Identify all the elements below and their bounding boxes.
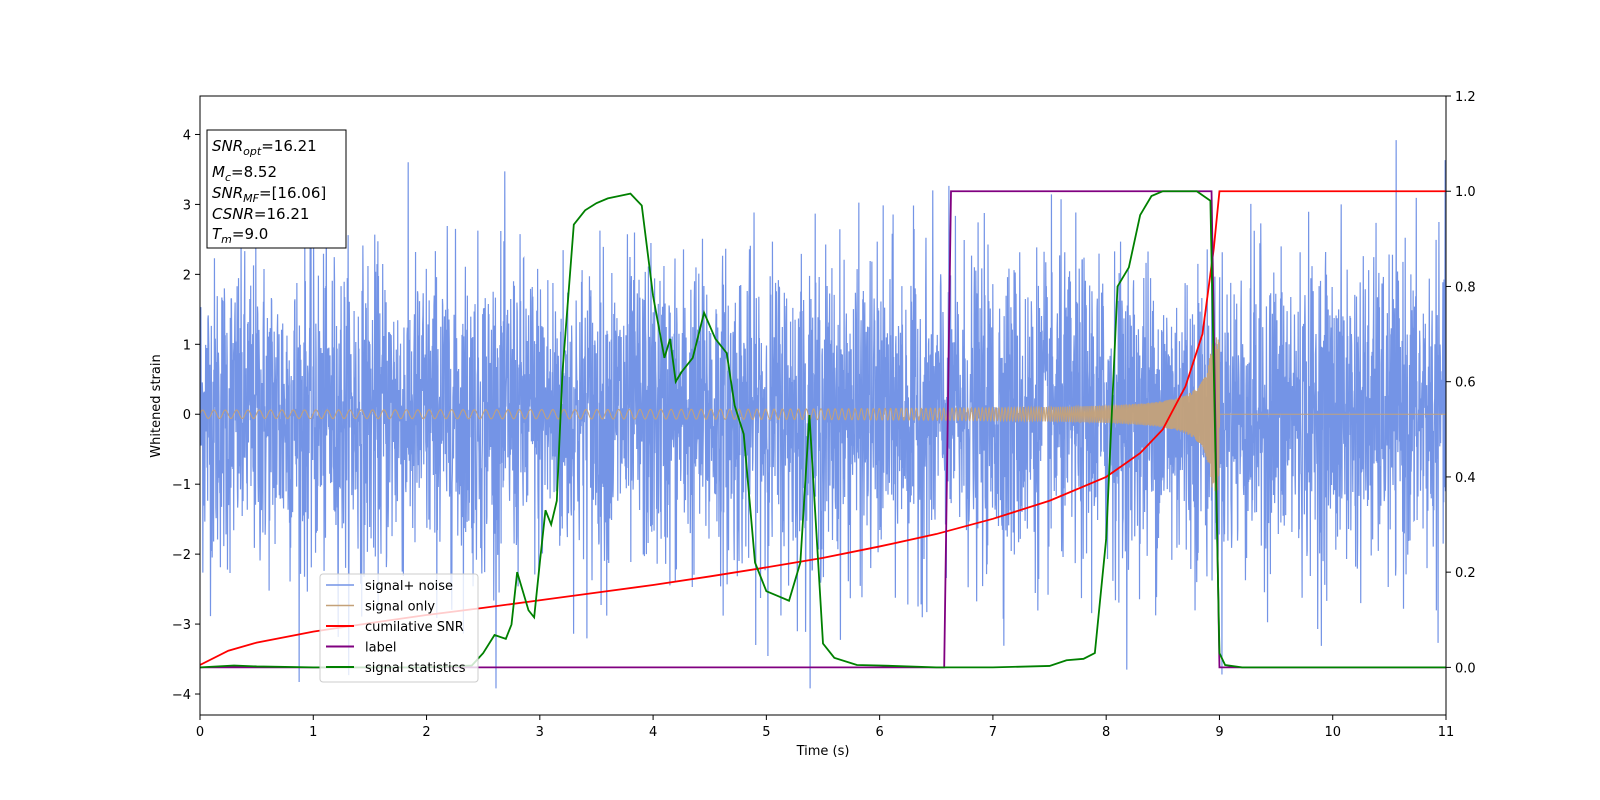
series-signal-noise [200,140,1446,689]
legend-signal-statistics-label: signal statistics [365,661,466,676]
y-tick-label-left: 2 [183,268,191,283]
plot-frame [199,95,1447,716]
info-snr-opt: SNRopt=16.21 [212,137,317,158]
series-signal-only [200,337,1446,492]
y-tick-label-left: 0 [183,408,191,423]
legend-signal-noise-label: signal+ noise [365,579,453,594]
axes: 0 1 2 3 4 5 6 7 8 9 10 11 −4 −3 −2 −1 0 1 2 3 4 0.0 0.2 0.4 0.6 0… [172,90,1476,740]
y-tick-label-left: −4 [172,688,191,703]
info-mc: Mc=8.52 [212,163,277,184]
legend-cumilative-snr-label: cumilative SNR [365,620,464,635]
y-tick-label-right: 0.2 [1455,566,1476,581]
x-tick-label: 6 [875,725,883,740]
legend-signal-only-label: signal only [365,600,435,615]
y-axis-label: Whitened strain [149,354,164,457]
y-tick-label-right: 0.4 [1455,471,1476,486]
y-tick-label-left: −3 [172,618,191,633]
info-box: SNRopt=16.21 Mc=8.52 SNRMF=[16.06] CSNR=… [206,129,347,249]
legend: signal+ noise signal only cumilative SNR la… [319,573,479,683]
x-tick-label: 3 [536,725,544,740]
x-tick-label: 11 [1438,725,1455,740]
y-tick-label-right: 1.2 [1455,90,1476,105]
y-tick-label-left: 1 [183,338,191,353]
info-tm: Tm=9.0 [212,225,268,246]
info-snr-mf: SNRMF=[16.06] [212,184,326,205]
legend-label-label: label [365,641,396,656]
x-tick-label: 2 [422,725,430,740]
x-tick-label: 0 [196,725,204,740]
y-tick-label-left: 3 [183,198,191,213]
y-tick-label-right: 0.6 [1455,376,1476,391]
x-tick-label: 8 [1102,725,1110,740]
info-csnr: CSNR=16.21 [212,205,309,223]
x-tick-label: 9 [1215,725,1223,740]
x-axis-label: Time (s) [796,744,850,759]
series-signal-statistics [200,190,1446,669]
x-tick-label: 10 [1324,725,1341,740]
x-tick-label: 7 [989,725,997,740]
x-tick-label: 5 [762,725,770,740]
y-tick-label-right: 0.0 [1455,661,1476,676]
info-box-frame [206,129,347,249]
y-tick-label-left: 4 [183,128,191,143]
y-tick-label-left: −1 [172,478,191,493]
y-tick-label-right: 0.8 [1455,280,1476,295]
y-tick-label-right: 1.0 [1455,185,1476,200]
x-tick-label: 1 [309,725,317,740]
y-tick-label-left: −2 [172,548,191,563]
legend-frame [319,573,479,683]
x-tick-label: 4 [649,725,657,740]
